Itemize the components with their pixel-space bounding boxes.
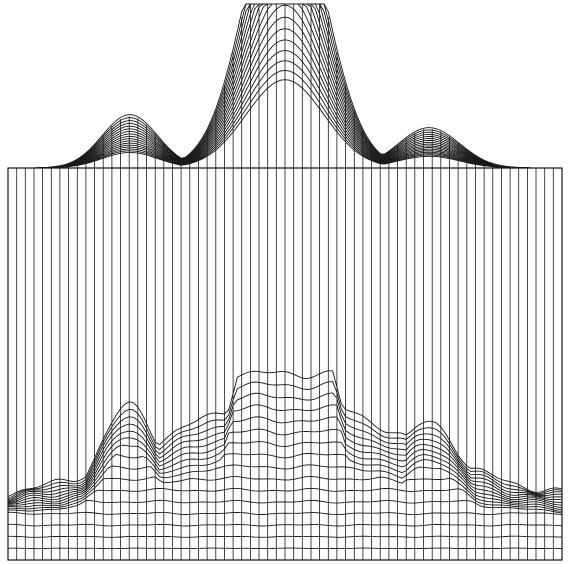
row-contour [7, 416, 563, 503]
row-contour [7, 28, 563, 169]
row-contour [7, 511, 563, 516]
row-contour [7, 535, 563, 538]
row-contour [7, 3, 563, 169]
row-contour [7, 79, 563, 169]
row-contour [7, 370, 563, 498]
row-contours [7, 3, 563, 561]
row-contour [7, 464, 563, 508]
row-contour [7, 392, 563, 501]
row-contour [7, 547, 563, 550]
row-contour [7, 499, 563, 514]
row-contour [7, 404, 563, 502]
row-contour [7, 453, 563, 506]
row-contour [7, 39, 563, 169]
row-contour [7, 441, 563, 504]
row-contour [7, 49, 563, 169]
row-contour [7, 60, 563, 169]
row-contour [7, 523, 563, 527]
row-contour [7, 487, 563, 512]
row-contour [7, 428, 563, 504]
row-contour [7, 69, 563, 169]
row-contour [7, 4, 563, 169]
row-contour [7, 381, 563, 500]
row-contour [7, 475, 563, 511]
row-contour [7, 16, 563, 169]
